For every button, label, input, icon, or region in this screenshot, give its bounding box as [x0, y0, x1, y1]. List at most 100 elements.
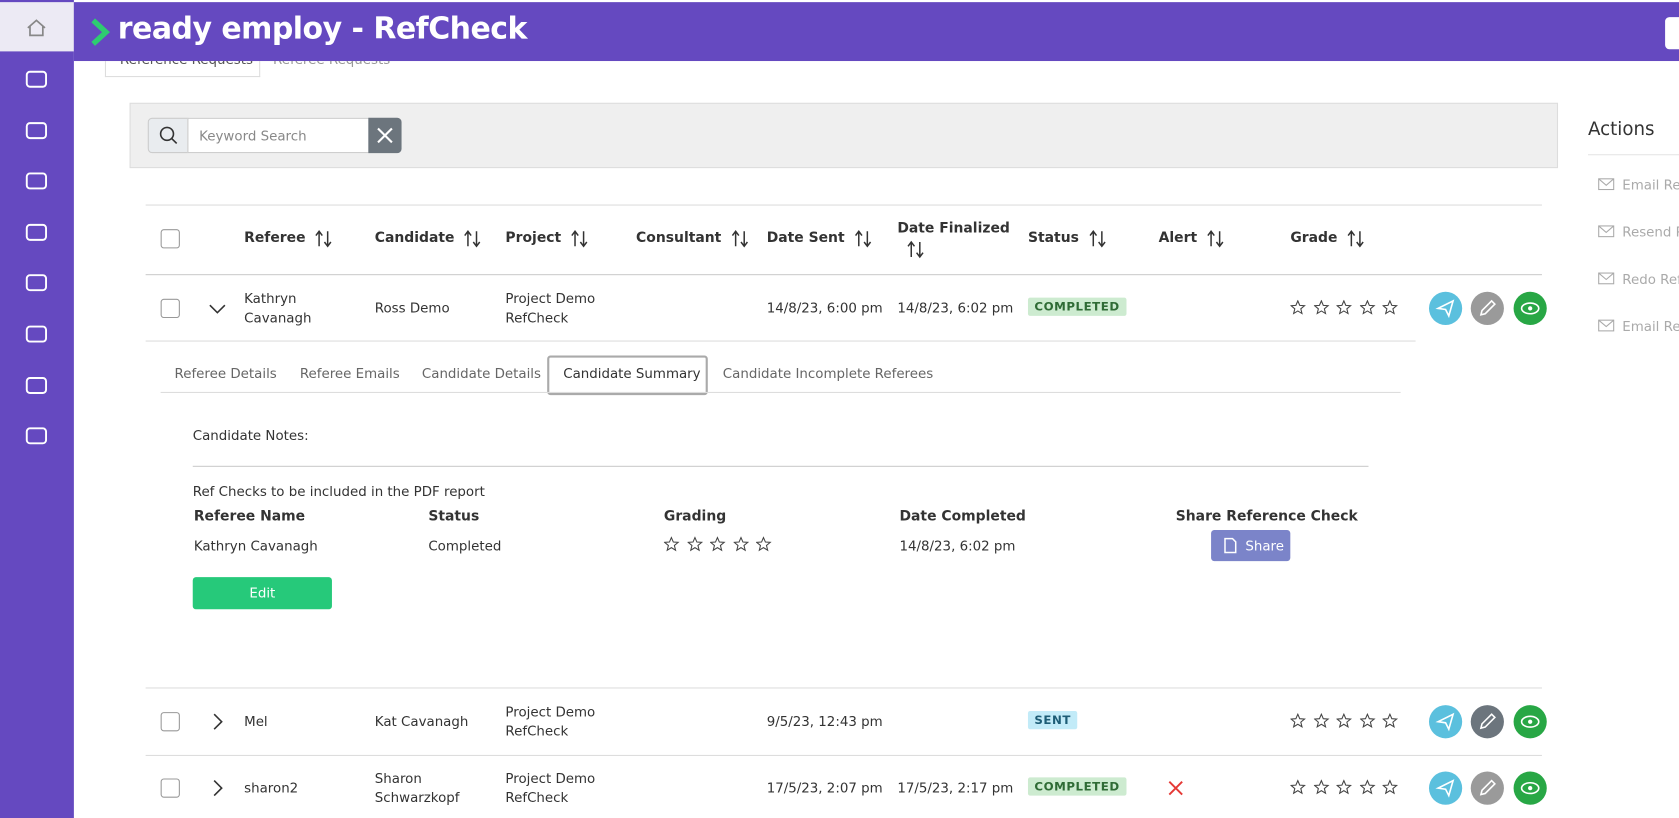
tab[interactable]: Reference Requests — [104, 61, 261, 78]
table-cell: Kathryn Cavanagh — [244, 290, 312, 326]
divider — [1587, 154, 1679, 156]
table-cell: Sharon Schwarzkopf — [374, 769, 460, 806]
sort-icon[interactable] — [570, 229, 589, 248]
detail-cell: 14/8/23, 6:02 pm — [899, 537, 1016, 554]
grade-star[interactable] — [1381, 299, 1399, 316]
sort-icon[interactable] — [1088, 229, 1107, 248]
send-button[interactable] — [1428, 771, 1463, 805]
share-button[interactable] — [1211, 530, 1291, 562]
sidebar-icon[interactable] — [24, 221, 50, 245]
sidebar-icon[interactable] — [24, 119, 50, 143]
grade-star[interactable] — [1358, 712, 1375, 729]
expand-toggle[interactable] — [208, 299, 227, 318]
sidebar-icon[interactable] — [24, 322, 50, 346]
grade-star[interactable] — [732, 536, 749, 552]
column-header[interactable]: Project — [505, 230, 562, 247]
sort-icon[interactable] — [463, 229, 482, 248]
sidebar-icon[interactable] — [24, 67, 50, 91]
actions-title: Actions — [1587, 118, 1655, 141]
column-header[interactable]: Alert — [1158, 230, 1198, 247]
sidebar-icon[interactable] — [24, 374, 50, 398]
grade-star[interactable] — [1312, 712, 1329, 729]
detail-column-header: Status — [428, 508, 480, 525]
grade-star[interactable] — [1381, 779, 1399, 796]
grade-star[interactable] — [1335, 299, 1352, 316]
sidebar-icon[interactable] — [24, 424, 50, 448]
view-button[interactable] — [1513, 705, 1547, 739]
detail-tab[interactable]: Candidate Incomplete Referees — [722, 365, 934, 382]
grade-star[interactable] — [1381, 712, 1399, 729]
column-header[interactable]: Candidate — [374, 230, 455, 247]
grade-star[interactable] — [1289, 779, 1306, 796]
detail-column-header: Grading — [663, 508, 727, 525]
send-button[interactable] — [1428, 705, 1463, 739]
sort-icon[interactable] — [906, 240, 925, 259]
checkbox[interactable] — [160, 778, 180, 798]
view-button[interactable] — [1513, 291, 1547, 325]
clear-search[interactable] — [368, 117, 402, 154]
edit-button[interactable] — [1470, 705, 1504, 739]
grade-star[interactable] — [1335, 712, 1352, 729]
grade-star[interactable] — [1312, 299, 1329, 316]
column-header[interactable]: Consultant — [636, 230, 722, 247]
grade-star[interactable] — [663, 536, 680, 552]
column-header[interactable]: Date Sent — [766, 230, 845, 247]
divider — [160, 391, 1401, 393]
expand-toggle[interactable] — [208, 778, 227, 797]
table-cell: 14/8/23, 6:02 pm — [897, 299, 1014, 316]
grade-star[interactable] — [1289, 712, 1306, 729]
sidebar-icon[interactable] — [24, 271, 50, 295]
grade-star[interactable] — [709, 536, 726, 552]
checkbox[interactable] — [160, 229, 180, 249]
detail-tab[interactable]: Candidate Details — [421, 365, 541, 382]
divider — [192, 465, 1369, 467]
divider — [145, 687, 1542, 689]
edit-button[interactable] — [1470, 771, 1504, 805]
table-cell: 9/5/23, 12:43 pm — [766, 713, 883, 730]
detail-column-header: Date Completed — [899, 508, 1026, 525]
send-button[interactable] — [1428, 291, 1463, 325]
sort-icon[interactable] — [730, 229, 749, 248]
tab-label: Reference Requests — [120, 61, 253, 70]
grade-star[interactable] — [1312, 779, 1329, 796]
edit-button[interactable] — [1470, 291, 1504, 325]
detail-tab[interactable]: Referee Details — [174, 365, 277, 382]
sort-icon[interactable] — [314, 229, 333, 248]
expand-toggle[interactable] — [208, 712, 227, 731]
detail-tab[interactable]: Referee Emails — [299, 365, 400, 382]
grade-star[interactable] — [1358, 299, 1375, 316]
edit-button[interactable]: Edit — [192, 577, 332, 610]
tab[interactable]: Referee Requests — [259, 61, 409, 76]
action-item[interactable]: Email Ref — [1622, 318, 1679, 335]
column-header[interactable]: Date Finalized — [897, 220, 1010, 237]
checkbox[interactable] — [160, 298, 180, 319]
grade-star[interactable] — [755, 536, 772, 552]
column-header[interactable]: Grade — [1290, 230, 1338, 247]
divider — [145, 204, 1542, 206]
tab-active-frame[interactable] — [547, 355, 708, 396]
grade-star[interactable] — [1358, 779, 1375, 796]
share-label: Share — [1245, 537, 1284, 554]
grade-star[interactable] — [1289, 299, 1306, 316]
table-cell: Kat Cavanagh — [374, 713, 469, 730]
column-header[interactable]: Status — [1027, 230, 1079, 247]
detail-tab[interactable]: Candidate Summary — [563, 365, 701, 382]
header-button[interactable] — [1665, 17, 1679, 50]
sort-icon[interactable] — [853, 229, 872, 248]
search-input[interactable]: Keyword Search — [187, 117, 370, 154]
checkbox[interactable] — [160, 712, 180, 732]
column-header[interactable]: Referee — [244, 230, 306, 247]
status-badge: COMPLETED — [1027, 777, 1127, 796]
sort-icon[interactable] — [1346, 229, 1365, 248]
table-cell: Project Demo RefCheck — [505, 290, 596, 326]
sort-icon[interactable] — [1206, 229, 1225, 248]
action-icon — [1598, 223, 1615, 240]
grade-star[interactable] — [686, 536, 703, 552]
view-button[interactable] — [1513, 771, 1547, 805]
action-item[interactable]: Email Ref — [1622, 176, 1679, 193]
home-button[interactable] — [0, 2, 74, 52]
action-item[interactable]: Redo Ref — [1622, 270, 1679, 287]
grade-star[interactable] — [1335, 779, 1352, 796]
sidebar-icon[interactable] — [24, 169, 50, 193]
action-item[interactable]: Resend R — [1622, 223, 1679, 240]
